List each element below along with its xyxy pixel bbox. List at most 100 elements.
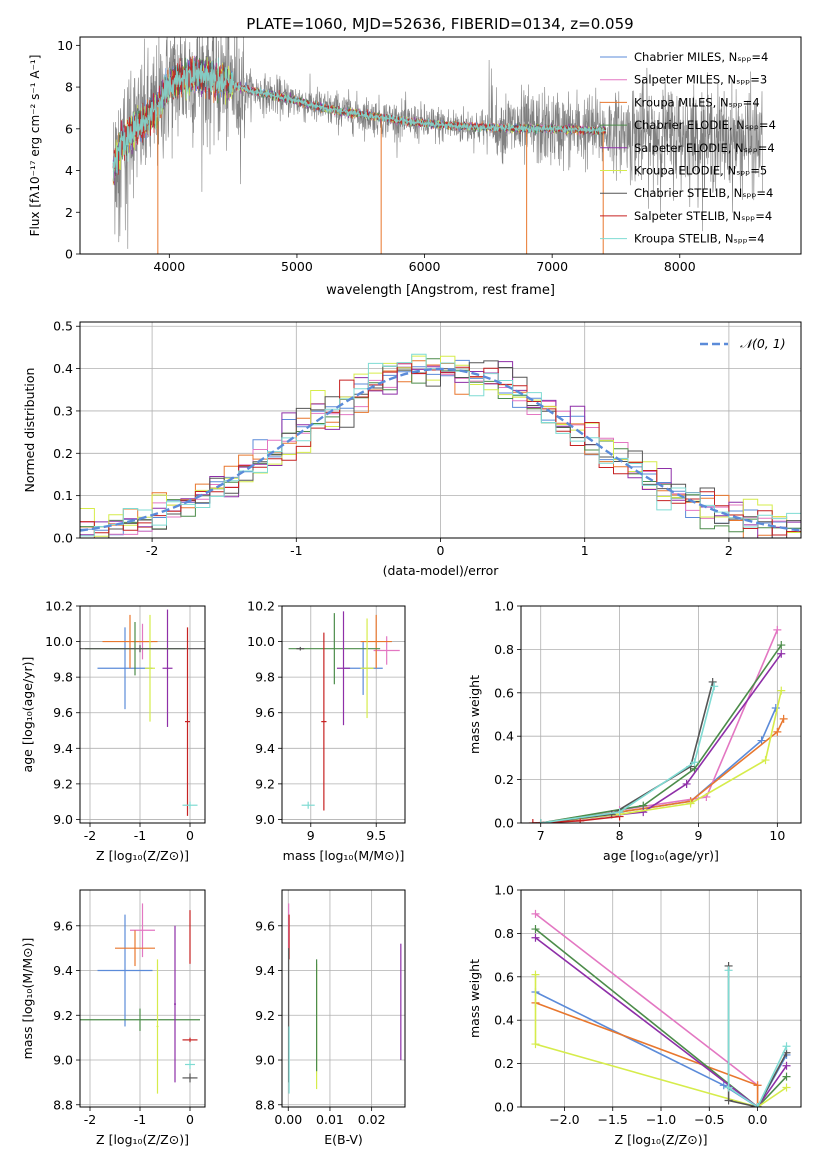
x-axis-label: age [log₁₀(age/yr)] xyxy=(603,848,719,863)
residual-histogram-kroupa_stelib xyxy=(80,353,801,537)
y-axis-label: Flux [fλ10⁻¹⁷ erg cm⁻² s⁻¹ A⁻¹] xyxy=(28,55,42,237)
x-tick-label: 6000 xyxy=(409,259,441,274)
legend-label: Chabrier MILES, Nₛₚₚ=4 xyxy=(634,50,768,64)
x-tick-label: 0 xyxy=(186,1112,194,1127)
y-axis-label: mass [log₁₀(M/M⊙)] xyxy=(20,938,35,1060)
y-tick-label: 0 xyxy=(65,247,73,262)
mass-weight-vs-age-panel: 7 8 9 10 0.0 0.2 0.4 0.6 0.8 1.0 age [log₁₀(age/yr… xyxy=(467,599,802,863)
y-tick-label: 10.0 xyxy=(45,634,73,649)
weight-marker-chabrier_elodie xyxy=(777,641,786,650)
weight-line-salpeter_elodie xyxy=(535,937,788,1107)
weight-line-chabrier_elodie xyxy=(534,928,788,1107)
x-tick-label: -1 xyxy=(134,828,146,843)
axes-frame xyxy=(520,605,802,824)
x-tick-label: -2 xyxy=(146,543,158,558)
x-tick-label: 1 xyxy=(581,543,589,558)
y-axis-label: mass weight xyxy=(467,959,482,1038)
x-tick-label: -2 xyxy=(84,1112,96,1127)
weight-marker-chabrier_miles xyxy=(719,1081,728,1090)
x-tick-label: 9 xyxy=(694,828,702,843)
y-tick-label: 4 xyxy=(65,163,73,178)
y-tick-label: 9.2 xyxy=(53,776,73,791)
x-tick-label: 9.5 xyxy=(366,828,386,843)
y-tick-label: 0.8 xyxy=(494,926,514,941)
axes-frame xyxy=(79,889,206,1108)
legend-label: 𝒩(0, 1) xyxy=(740,336,786,351)
y-tick-label: 9.0 xyxy=(53,812,73,827)
y-tick-label: 0.0 xyxy=(494,1100,514,1115)
weight-marker-kroupa_stelib xyxy=(710,682,719,691)
weight-line-chabrier_elodie xyxy=(540,644,782,823)
y-tick-label: 0.6 xyxy=(494,969,514,984)
weight-marker-kroupa_elodie xyxy=(761,756,770,765)
x-tick-label: −1.0 xyxy=(646,1112,676,1127)
x-tick-label: 0.01 xyxy=(316,1112,344,1127)
y-tick-label: 0.8 xyxy=(494,642,514,657)
weight-line-kroupa_elodie xyxy=(534,974,787,1107)
weight-marker-kroupa_stelib xyxy=(724,966,733,975)
axes-frame xyxy=(520,889,802,1108)
legend-label: Chabrier ELODIE, Nₛₚₚ=4 xyxy=(634,118,776,132)
x-tick-label: -1 xyxy=(134,1112,146,1127)
y-tick-label: 0.6 xyxy=(494,685,514,700)
age-vs-Z-errorbars xyxy=(80,609,205,816)
y-axis-label: mass weight xyxy=(467,675,482,754)
weight-line-kroupa_stelib xyxy=(540,686,715,823)
x-tick-label: 8 xyxy=(616,828,624,843)
y-tick-label: 10.2 xyxy=(247,599,275,614)
x-tick-label: 10 xyxy=(769,828,785,843)
y-tick-label: 9.0 xyxy=(255,1053,275,1068)
y-tick-label: 9.4 xyxy=(255,963,275,978)
normal-reference-curve xyxy=(80,367,801,532)
x-axis-label: Z [log₁₀(Z/Z⊙)] xyxy=(615,1132,708,1147)
y-tick-label: 0.3 xyxy=(53,403,73,418)
x-tick-label: 8000 xyxy=(664,259,696,274)
y-tick-label: 8.8 xyxy=(255,1097,275,1112)
residuals-panel: -2 -1 0 1 2 0.0 0.1 0.2 0.3 0.4 0.5 (data-model)/er… xyxy=(22,319,802,578)
spectrum-panel: 4000 5000 6000 7000 8000 0 2 4 6 8 10 wavelength [A… xyxy=(28,36,802,298)
weight-marker-kroupa_elodie xyxy=(782,1083,791,1092)
y-axis-label: Normed distribution xyxy=(22,368,37,493)
x-axis-label: (data-model)/error xyxy=(383,563,500,578)
x-tick-label: −0.5 xyxy=(694,1112,724,1127)
y-tick-label: 1.0 xyxy=(494,883,514,898)
weight-marker-kroupa_miles xyxy=(779,714,788,723)
x-tick-label: −2.0 xyxy=(549,1112,579,1127)
y-tick-label: 9.2 xyxy=(255,776,275,791)
y-tick-label: 1.0 xyxy=(494,599,514,614)
y-tick-label: 0.0 xyxy=(494,816,514,831)
weight-marker-kroupa_stelib xyxy=(782,1042,791,1051)
y-tick-label: 9.8 xyxy=(53,670,73,685)
y-tick-label: 9.8 xyxy=(255,670,275,685)
y-tick-label: 10.2 xyxy=(45,599,73,614)
weight-marker-chabrier_stelib xyxy=(724,1096,733,1105)
x-axis-label: E(B-V) xyxy=(324,1132,363,1147)
axes-frame xyxy=(79,321,802,539)
x-tick-label: 7 xyxy=(537,828,545,843)
legend-label: Kroupa ELODIE, Nₛₚₚ=5 xyxy=(634,164,767,178)
weight-marker-kroupa_stelib xyxy=(690,758,699,767)
x-tick-label: 4000 xyxy=(153,259,185,274)
mass-weight-vs-Z-lines xyxy=(531,909,791,1107)
age-vs-Z-panel: -2 -1 0 9.0 9.2 9.4 9.6 9.8 10.0 10.2 Z [log₁₀(Z/Z… xyxy=(20,599,206,863)
y-tick-label: 0.4 xyxy=(494,1013,514,1028)
mass-vs-Z-panel: -2 -1 0 8.8 9.0 9.2 9.4 9.6 Z [log₁₀(Z/Z⊙)] mass … xyxy=(20,889,206,1147)
legend-label: Salpeter STELIB, Nₛₚₚ=4 xyxy=(634,209,772,223)
weight-marker-kroupa_elodie xyxy=(531,1040,540,1049)
x-tick-label: 0 xyxy=(186,828,194,843)
mass-vs-ebv-errorbars xyxy=(288,903,402,1094)
y-tick-label: 0.2 xyxy=(494,772,514,787)
x-axis-label: mass [log₁₀(M/M⊙)] xyxy=(283,848,405,863)
legend-label: Salpeter ELODIE, Nₛₚₚ=4 xyxy=(634,141,775,155)
x-tick-label: -2 xyxy=(84,828,96,843)
weight-line-kroupa_stelib xyxy=(727,970,788,1107)
x-tick-label: 5000 xyxy=(281,259,313,274)
y-tick-label: 0.2 xyxy=(494,1056,514,1071)
axes-frame xyxy=(79,36,802,255)
x-axis-label: Z [log₁₀(Z/Z⊙)] xyxy=(96,848,189,863)
weight-marker-salpeter_elodie xyxy=(639,808,648,817)
axes-frame xyxy=(79,605,206,824)
y-tick-label: 9.0 xyxy=(53,1053,73,1068)
y-tick-label: 9.2 xyxy=(53,1008,73,1023)
weight-marker-salpeter_elodie xyxy=(777,649,786,658)
